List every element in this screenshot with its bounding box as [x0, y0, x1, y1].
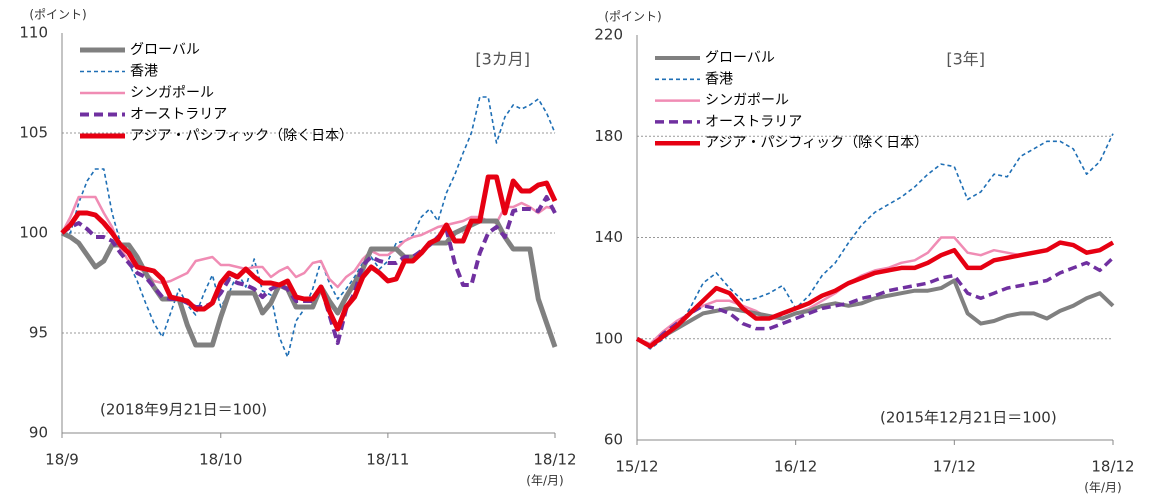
x-tick-label: 18/12 [533, 451, 576, 469]
legend-label: 香港 [130, 64, 158, 80]
legend-label: アジア・パシフィック（除く日本） [705, 135, 928, 151]
y-axis-label: (ポイント) [29, 8, 86, 22]
base-note: (2015年12月21日＝100) [880, 409, 1057, 427]
y-tick-label: 110 [19, 24, 48, 42]
legend-label: アジア・パシフィック（除く日本） [130, 128, 353, 144]
period-label: [3カ月] [475, 50, 530, 69]
x-tick-label: 16/12 [774, 458, 817, 476]
x-tick-label: 18/11 [366, 451, 409, 469]
y-tick-label: 100 [19, 224, 48, 242]
legend-label: シンガポール [705, 93, 789, 109]
series-line [635, 240, 1115, 349]
y-tick-label: 95 [29, 324, 48, 342]
y-tick-label: 180 [594, 127, 623, 145]
legend-label: グローバル [130, 42, 200, 58]
y-tick-label: 105 [19, 124, 48, 142]
legend-label: シンガポール [130, 85, 214, 101]
y-tick-label: 220 [594, 26, 623, 44]
series-line [636, 278, 1115, 349]
series-line [62, 96, 556, 358]
period-label: [3年] [946, 50, 985, 69]
y-tick-label: 100 [594, 329, 623, 347]
legend-label: オーストラリア [705, 114, 802, 130]
x-axis-label: (年/月) [1084, 481, 1121, 495]
series-line [60, 174, 558, 332]
x-tick-label: 18/12 [1091, 458, 1134, 476]
y-tick-label: 60 [604, 431, 623, 449]
x-tick-label: 17/12 [933, 458, 976, 476]
x-tick-label: 15/12 [615, 458, 658, 476]
base-note: (2018年9月21日＝100) [100, 401, 267, 419]
series-line [636, 256, 1115, 349]
series-line [636, 133, 1114, 350]
legend-label: オーストラリア [130, 107, 227, 123]
legend-label: グローバル [705, 50, 775, 66]
y-tick-label: 140 [594, 228, 623, 246]
x-axis-label: (年/月) [526, 474, 563, 488]
legend-label: 香港 [705, 71, 733, 87]
series-line [636, 236, 1021, 346]
y-axis-label: (ポイント) [604, 10, 661, 24]
x-tick-label: 18/10 [199, 451, 242, 469]
y-tick-label: 90 [29, 424, 48, 442]
series-line [60, 218, 558, 348]
x-tick-label: 18/9 [45, 451, 79, 469]
